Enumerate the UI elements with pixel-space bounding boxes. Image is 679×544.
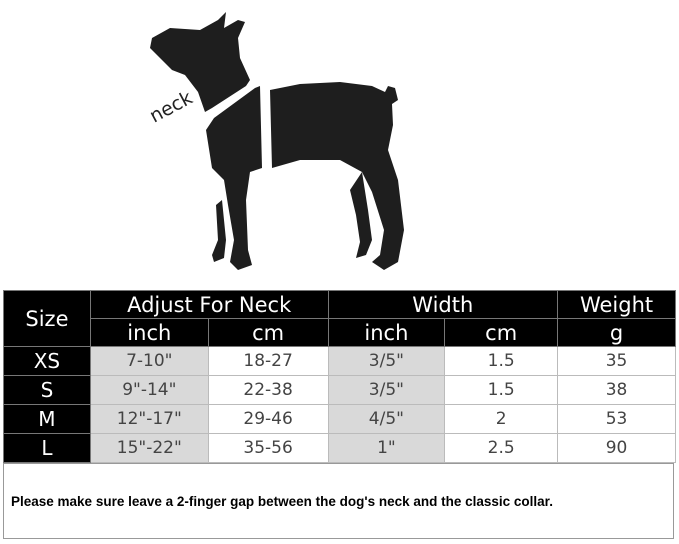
size-cell: L [3,433,91,463]
table-row: XS 7-10" 18-27 3/5" 1.5 35 [3,346,676,376]
table-row: L 15"-22" 35-56 1" 2.5 90 [3,433,676,463]
table-row: S 9"-14" 22-38 3/5" 1.5 38 [3,375,676,405]
fit-note: Please make sure leave a 2-finger gap be… [3,463,674,539]
size-table: Size Adjust For Neck Width Weight inch c… [3,290,676,463]
weight-cell: 35 [557,346,676,376]
width-inch-cell: 3/5" [327,346,446,376]
neck-inch-cell: 9"-14" [89,375,209,405]
unit-width-inch: inch [327,318,446,347]
neck-inch-cell: 15"-22" [89,433,209,463]
weight-cell: 90 [557,433,676,463]
neck-cm-cell: 18-27 [207,346,329,376]
header-size: Size [3,290,91,347]
dog-silhouette-diagram [150,12,404,270]
table-units-row: inch cm inch cm g [4,318,676,347]
neck-cm-cell: 29-46 [207,404,329,434]
neck-inch-cell: 7-10" [89,346,209,376]
dog-chest [206,86,262,270]
dog-front-leg [212,200,226,262]
width-cm-cell: 2 [444,404,559,434]
width-inch-cell: 3/5" [327,375,446,405]
neck-cm-cell: 35-56 [207,433,329,463]
neck-inch-cell: 12"-17" [89,404,209,434]
unit-width-cm: cm [444,318,559,347]
header-weight: Weight [557,290,676,319]
size-cell: S [3,375,91,405]
header-width: Width [327,290,559,319]
dog-head [150,12,250,112]
neck-cm-cell: 22-38 [207,375,329,405]
dog-body [270,82,404,270]
width-inch-cell: 4/5" [327,404,446,434]
width-cm-cell: 2.5 [444,433,559,463]
header-neck: Adjust For Neck [89,290,329,319]
table-row: M 12"-17" 29-46 4/5" 2 53 [3,404,676,434]
width-cm-cell: 1.5 [444,375,559,405]
size-cell: M [3,404,91,434]
unit-neck-cm: cm [207,318,329,347]
width-inch-cell: 1" [327,433,446,463]
size-cell: XS [3,346,91,376]
dog-hind-leg [350,172,372,258]
table-header-row: Size Adjust For Neck Width Weight [3,290,676,347]
unit-weight-g: g [557,318,676,347]
weight-cell: 53 [557,404,676,434]
weight-cell: 38 [557,375,676,405]
width-cm-cell: 1.5 [444,346,559,376]
unit-neck-inch: inch [89,318,209,347]
